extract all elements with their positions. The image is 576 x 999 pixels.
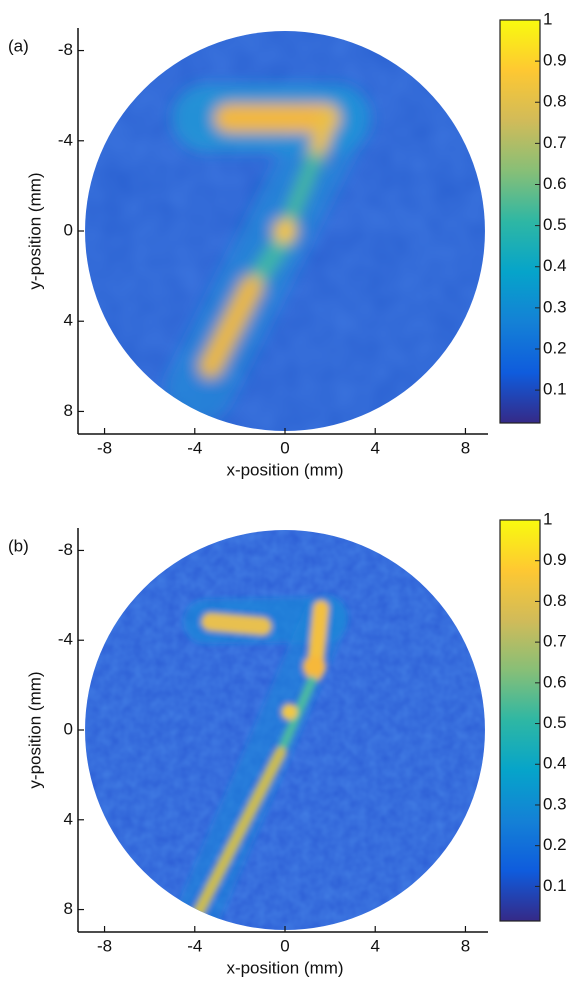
colorbar-tick-label: 0.3 xyxy=(543,794,567,813)
colorbar-tick-label: 0.4 xyxy=(543,754,567,773)
feature xyxy=(275,675,317,758)
feature xyxy=(191,746,287,921)
heatmap-features xyxy=(165,84,371,423)
feature xyxy=(272,218,298,244)
feature xyxy=(303,655,326,679)
colorbar-tick-label: 0.7 xyxy=(543,632,567,651)
x-axis-label: x-position (mm) xyxy=(226,958,343,977)
colorbar-tick-label: 0.3 xyxy=(543,297,567,316)
colorbar-tick-label: 0.6 xyxy=(543,174,567,193)
colorbar-tick-label: 1 xyxy=(543,9,552,28)
x-tick-label: 8 xyxy=(461,936,470,955)
colorbar-tick-label: 0.4 xyxy=(543,256,567,275)
colorbar-tick-label: 1 xyxy=(543,509,552,528)
y-axis-label: y-position (mm) xyxy=(25,172,44,289)
y-tick-label: 4 xyxy=(64,311,73,330)
y-tick-label: -4 xyxy=(58,130,73,149)
x-tick-label: -8 xyxy=(97,936,112,955)
panel-label: (a) xyxy=(8,36,29,55)
colorbar-tick-label: 0.1 xyxy=(543,380,567,399)
colorbar-tick-label: 0.5 xyxy=(543,215,567,234)
colorbar-tick-label: 0.2 xyxy=(543,835,567,854)
heatmap xyxy=(85,530,485,930)
colorbar-tick-label: 0.2 xyxy=(543,338,567,357)
colorbar-tick-label: 0.1 xyxy=(543,876,567,895)
y-tick-label: 8 xyxy=(64,899,73,918)
y-axis-label: y-position (mm) xyxy=(25,671,44,788)
x-tick-label: -4 xyxy=(187,936,202,955)
feature xyxy=(277,150,323,239)
panel: -8 -4 0 4 8 -8 -4 0 4 8 x-position (mm) y-position … xyxy=(8,509,567,977)
y-tick-label: -4 xyxy=(58,630,73,649)
y-tick-label: -8 xyxy=(58,40,73,59)
panel-label: (b) xyxy=(8,536,29,555)
colorbar xyxy=(499,519,541,922)
colorbar-tick-label: 0.5 xyxy=(543,713,567,732)
x-tick-label: 4 xyxy=(370,438,379,457)
colorbar xyxy=(499,19,541,424)
panel: -8 -4 0 4 8 -8 -4 0 4 8 x-position (mm) y-position … xyxy=(8,9,567,479)
feature xyxy=(201,612,272,636)
colorbar-tick-label: 0.8 xyxy=(543,92,567,111)
colorbar-tick-label: 0.7 xyxy=(543,133,567,152)
feature xyxy=(281,704,298,720)
heatmap xyxy=(85,31,485,431)
x-tick-label: -8 xyxy=(97,438,112,457)
x-axis-label: x-position (mm) xyxy=(226,460,343,479)
x-tick-label: 0 xyxy=(280,936,289,955)
heatmap-features xyxy=(172,594,349,930)
y-tick-label: 0 xyxy=(64,719,73,738)
colorbar-tick-label: 0.6 xyxy=(543,672,567,691)
y-tick-label: -8 xyxy=(58,540,73,559)
colorbar-tick-label: 0.8 xyxy=(543,591,567,610)
colorbar-tick-label: 0.9 xyxy=(543,51,567,70)
x-tick-label: -4 xyxy=(187,438,202,457)
feature xyxy=(305,104,340,168)
colorbar-tick-label: 0.9 xyxy=(543,550,567,569)
y-tick-label: 0 xyxy=(64,220,73,239)
x-tick-label: 8 xyxy=(461,438,470,457)
x-tick-label: 4 xyxy=(370,936,379,955)
x-tick-label: 0 xyxy=(280,438,289,457)
y-tick-label: 4 xyxy=(64,809,73,828)
y-tick-label: 8 xyxy=(64,401,73,420)
feature xyxy=(198,274,264,379)
